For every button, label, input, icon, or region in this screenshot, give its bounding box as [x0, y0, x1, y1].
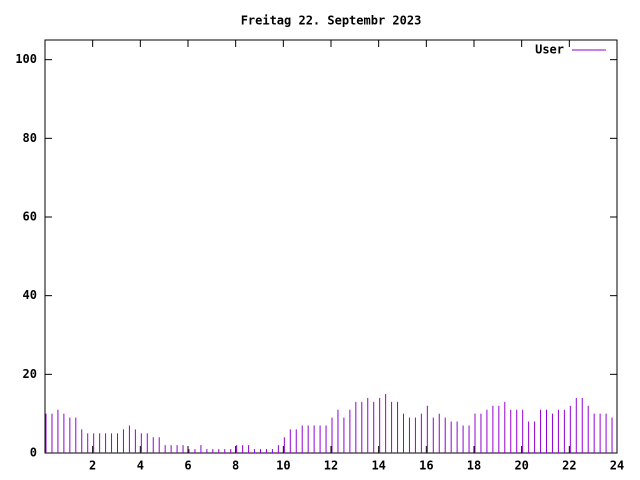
legend-label: User	[535, 43, 564, 57]
x-tick-label: 14	[371, 459, 385, 473]
y-tick-label: 60	[23, 210, 37, 224]
x-tick-label: 16	[419, 459, 433, 473]
y-tick-label: 100	[15, 52, 37, 66]
x-tick-label: 20	[514, 459, 528, 473]
chart-title: Freitag 22. Septembr 2023	[241, 14, 422, 28]
y-tick-label: 40	[23, 288, 37, 302]
x-tick-label: 6	[184, 459, 191, 473]
x-tick-label: 22	[562, 459, 576, 473]
x-tick-label: 12	[324, 459, 338, 473]
x-tick-label: 10	[276, 459, 290, 473]
x-tick-label: 24	[610, 459, 624, 473]
y-tick-label: 80	[23, 131, 37, 145]
x-tick-label: 4	[137, 459, 144, 473]
x-tick-label: 2	[89, 459, 96, 473]
x-tick-label: 18	[467, 459, 481, 473]
y-tick-label: 0	[30, 446, 37, 460]
x-tick-label: 8	[232, 459, 239, 473]
y-tick-label: 20	[23, 367, 37, 381]
